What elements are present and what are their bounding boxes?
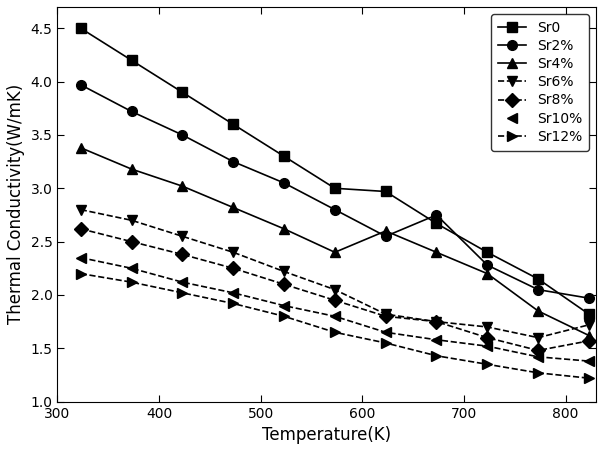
Y-axis label: Thermal Conductivity(W/mK): Thermal Conductivity(W/mK) bbox=[7, 84, 25, 324]
X-axis label: Temperature(K): Temperature(K) bbox=[262, 426, 391, 444]
Legend: Sr0, Sr2%, Sr4%, Sr6%, Sr8%, Sr10%, Sr12%: Sr0, Sr2%, Sr4%, Sr6%, Sr8%, Sr10%, Sr12… bbox=[491, 14, 589, 151]
